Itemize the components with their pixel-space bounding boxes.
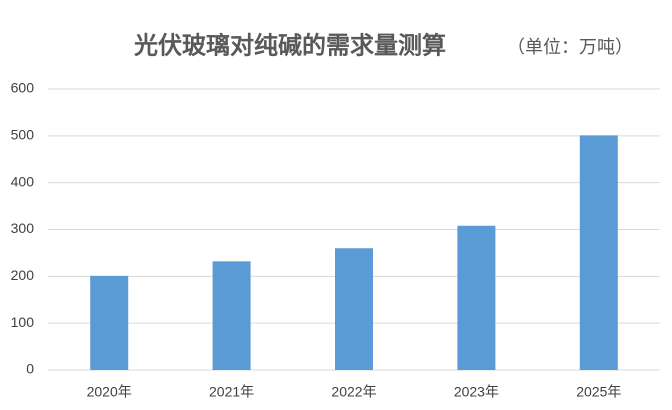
y-tick-label: 300 [11, 220, 35, 236]
bar [90, 275, 129, 370]
x-tick-label: 2022年 [331, 384, 376, 400]
bar [579, 135, 618, 370]
bar [212, 261, 251, 370]
y-tick-label: 500 [11, 127, 35, 143]
bar [335, 248, 373, 370]
chart-subtitle: （单位：万吨） [507, 37, 633, 57]
x-tick-label: 2023年 [454, 384, 499, 400]
y-tick-label: 200 [11, 267, 35, 283]
y-tick-label: 100 [11, 314, 35, 330]
y-tick-label: 600 [11, 80, 35, 96]
x-tick-label: 2020年 [87, 384, 132, 400]
x-tick-label: 2021年 [209, 384, 254, 400]
chart-title: 光伏玻璃对纯碱的需求量测算 [133, 31, 446, 59]
x-tick-label: 2025年 [576, 384, 621, 400]
y-tick-label: 400 [11, 173, 35, 189]
bar [457, 225, 496, 370]
y-tick-label: 0 [26, 361, 34, 377]
